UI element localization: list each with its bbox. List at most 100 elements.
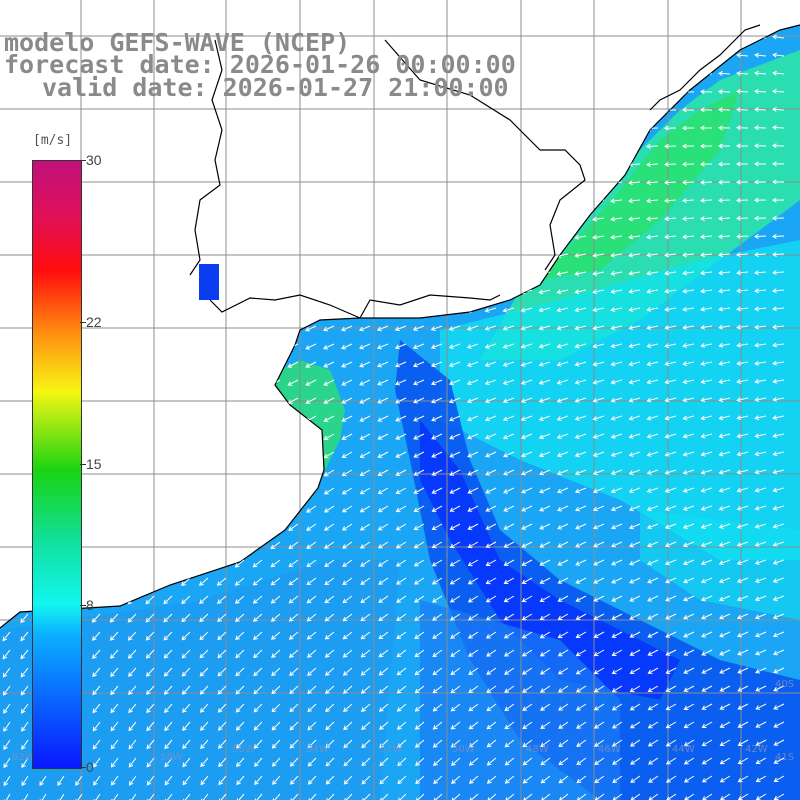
wind-arrow [772,631,785,638]
svg-text:41S: 41S [775,752,794,763]
wind-arrow [539,649,551,657]
wind-arrow [378,577,389,585]
wind-arrow [628,343,641,349]
wind-arrow [520,307,533,313]
wind-arrow [538,343,551,349]
wind-arrow [395,379,407,386]
wind-arrow [736,215,749,221]
wind-arrow [395,433,407,440]
wind-arrow [557,541,569,548]
wind-arrow [110,649,119,659]
wind-arrow [772,125,785,131]
wind-arrow [718,523,731,529]
wind-arrow [323,505,335,513]
wind-arrow [610,469,623,475]
wind-arrow [700,397,713,403]
wind-arrow [754,505,767,511]
wind-arrow [629,577,641,584]
wind-arrow [647,739,659,747]
wind-arrow [110,685,119,696]
wind-arrow [359,361,371,368]
wind-arrow [682,306,695,312]
wind-arrow [432,739,443,748]
wind-arrow [486,703,497,712]
wind-arrow [448,379,461,386]
wind-arrow [92,721,101,732]
wind-arrow [182,721,191,732]
wind-arrow [324,541,335,549]
wind-arrow [414,631,425,639]
wind-arrow [665,595,677,602]
wind-arrow [700,288,713,294]
wind-arrow [486,721,497,730]
wind-arrow [484,361,497,367]
wind-arrow [504,649,515,657]
wind-arrow [109,631,119,641]
wind-arrow [610,252,623,258]
wind-arrow [629,613,641,620]
wind-arrow [377,379,389,386]
wind-arrow [629,685,641,693]
wind-arrow [773,649,785,656]
wind-arrow [146,775,155,786]
wind-arrow [628,397,641,403]
wind-arrow [538,433,551,440]
wind-arrow [718,215,731,221]
wind-arrow [646,288,659,294]
wind-arrow [556,271,569,277]
wind-arrow [665,685,677,692]
wind-arrow [92,667,101,678]
wind-arrow [754,523,767,529]
wind-arrow [629,559,641,566]
wind-arrow [558,739,569,747]
wind-arrow [754,125,767,131]
wind-arrow [611,631,623,638]
wind-arrow [737,685,749,692]
wind-arrow [558,685,569,693]
wind-arrow [128,721,137,732]
wind-arrow [594,739,605,747]
wind-arrow [414,667,425,676]
wind-arrow [217,631,227,641]
wind-arrow [539,577,551,584]
wind-arrow [414,685,425,694]
wind-arrow [683,721,695,729]
wind-arrow [468,649,479,657]
wind-arrow [145,595,155,605]
wind-arrow [593,703,605,711]
wind-arrow [466,361,479,367]
wind-arrow [432,649,443,658]
wind-arrow [755,721,767,728]
wind-arrow [341,505,353,513]
wind-arrow [628,325,641,331]
wind-arrow [430,325,443,331]
wind-arrow [253,631,263,640]
wind-arrow [502,433,515,440]
wind-arrow [21,721,29,732]
wind-arrow [574,253,587,258]
wind-arrow [432,685,443,694]
wind-arrow [646,451,659,457]
wind-arrow [628,307,641,312]
wind-arrow [289,703,299,713]
wind-arrow [754,559,767,565]
wind-arrow [110,703,119,714]
wind-arrow [111,793,119,800]
wind-arrow [323,487,335,495]
wind-arrow [754,52,767,58]
wind-arrow [270,595,281,604]
wind-arrow [182,793,191,800]
wind-arrow [664,325,677,330]
wind-arrow [323,379,335,386]
wind-arrow [683,631,695,638]
wind-arrow [504,721,515,730]
wind-arrow [396,721,407,730]
wind-arrow [323,325,335,332]
wind-arrow [396,613,407,621]
wind-arrow [682,198,695,204]
wind-arrow [145,631,155,641]
wind-arrow [93,793,101,800]
wind-arrow [199,613,209,623]
wind-arrow [394,325,407,332]
wind-arrow [3,739,11,750]
